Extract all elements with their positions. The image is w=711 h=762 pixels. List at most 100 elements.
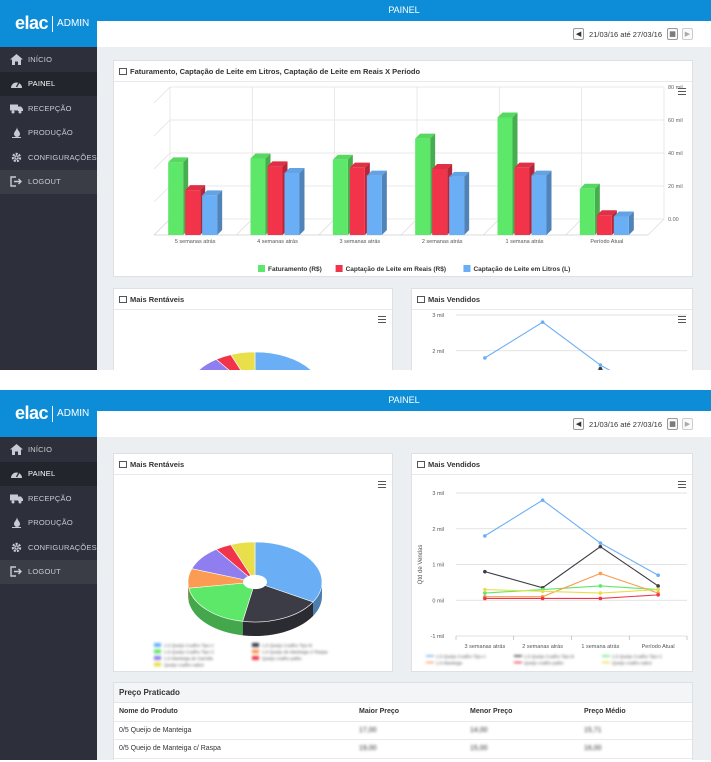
bar-top [579, 183, 600, 189]
vendidos-title: Mais Vendidos [428, 294, 481, 304]
line-chart: -1 mil 0 mil 1 mil 2 mil 3 mil 3 semanas atrá… [418, 491, 688, 666]
series-line [483, 498, 660, 578]
bar-front [168, 162, 184, 235]
table-row[interactable]: 0/5 Queijo de Manteiga c/ Raspa 19,00 15… [114, 740, 692, 759]
legend-swatch [154, 656, 161, 660]
sidebar-item-painel[interactable]: PAINEL [0, 461, 97, 486]
logo[interactable]: elac ADMIN [0, 0, 97, 47]
line-path [484, 588, 659, 594]
legend-label: Queijo coalho palito [524, 661, 564, 666]
line-point [656, 573, 660, 578]
sidebar-item-configuracoes[interactable]: CONFIGURAÇÕES [0, 145, 97, 170]
chart-menu-icon[interactable] [378, 481, 386, 488]
sidebar-item-logout[interactable]: LOGOUT [0, 169, 97, 194]
bar-front [284, 172, 300, 235]
vendidos-title: Mais Vendidos [428, 459, 481, 469]
y-tick-label: 1 mil [432, 563, 444, 569]
bar-top [185, 185, 206, 191]
sidebar-item-recepcao[interactable]: RECEPÇÃO [0, 486, 97, 511]
legend-swatch [252, 643, 259, 647]
chart-menu-icon[interactable] [678, 481, 686, 488]
legend-swatch [252, 649, 259, 654]
preco-title: Preço Praticado [114, 683, 692, 703]
sidebar-item-label: INÍCIO [28, 54, 53, 64]
legend-swatch [335, 265, 343, 272]
legend-label: 1.5 Queijo Coalho Tipo B [524, 654, 574, 659]
y-tick-label: 80 mil [668, 85, 683, 91]
bar-front [250, 158, 266, 235]
page-title: PAINEL [97, 390, 711, 411]
bar-front [613, 216, 629, 235]
sidebar: elac ADMIN INÍCIO PAINEL RECEPÇÃO PRODUÇÃO C… [0, 0, 97, 370]
bar-front [449, 176, 465, 235]
sidebar-item-producao[interactable]: PRODUÇÃO [0, 121, 97, 146]
gridline [153, 185, 171, 203]
bar-top [168, 157, 189, 163]
prev-period-button[interactable]: ◀ [573, 418, 585, 430]
line-point [483, 596, 487, 601]
pie-slice [230, 541, 256, 584]
sidebar-item-logout[interactable]: LOGOUT [0, 559, 97, 584]
sidebar-item-producao[interactable]: PRODUÇÃO [0, 511, 97, 536]
sidebar-item-painel[interactable]: PAINEL [0, 71, 97, 96]
bar-top [531, 170, 552, 176]
logo[interactable]: elac ADMIN [0, 390, 97, 437]
sidebar-item-recepcao[interactable]: RECEPÇÃO [0, 96, 97, 121]
sidebar-item-label: PRODUÇÃO [28, 518, 73, 528]
line-point [483, 356, 487, 360]
y-tick-label: 2 mil [432, 349, 444, 355]
line-point [483, 534, 487, 538]
line-point [656, 593, 660, 597]
chart-menu-icon[interactable] [678, 316, 686, 323]
x-tick-label: 2 semanas atrás [422, 239, 463, 245]
chart-menu-icon[interactable] [378, 316, 386, 323]
prev-period-button[interactable]: ◀ [573, 28, 585, 40]
sidebar-item-inicio[interactable]: INÍCIO [0, 437, 97, 462]
line-path [484, 585, 659, 594]
sidebar: elac ADMIN INÍCIO PAINEL RECEPÇÃO PRODUÇÃO C… [0, 390, 97, 760]
y-tick-label: 60 mil [668, 118, 683, 124]
line-point [540, 320, 545, 324]
next-period-button[interactable]: ▶ [682, 28, 693, 40]
bar-front [531, 175, 547, 235]
admin-label: ADMIN [57, 18, 90, 29]
line-path [484, 594, 659, 600]
x-tick-label: 2 semanas atrás [522, 644, 563, 650]
bar [349, 162, 370, 235]
pie-slice [254, 351, 312, 370]
main-chart-title: Faturamento, Captação de Leite em Litros… [130, 66, 421, 76]
x-tick-label: 1 semana atrás [581, 644, 619, 650]
y-tick-label: 40 mil [668, 151, 683, 157]
x-tick-label: 3 semanas atrás [339, 239, 380, 245]
min-price-cell: 14,00 [470, 726, 488, 734]
line-point [598, 541, 603, 545]
bar [613, 211, 634, 235]
pie-slice-side [242, 602, 314, 636]
bar-side [546, 170, 552, 235]
y-tick-label: 0 mil [432, 598, 444, 604]
calendar-icon[interactable]: ▦ [667, 28, 678, 40]
sidebar-item-inicio[interactable]: INÍCIO [0, 47, 97, 72]
bar-front [432, 169, 448, 235]
bar [497, 112, 518, 235]
chart-menu-icon[interactable] [678, 88, 686, 95]
gridline [236, 218, 253, 236]
min-price-cell: 15,00 [470, 745, 488, 753]
bar-top [366, 170, 387, 176]
sidebar-item-label: CONFIGURAÇÕES [28, 152, 97, 162]
bar-top [613, 211, 634, 217]
calendar-icon[interactable]: ▦ [667, 418, 678, 430]
table-row[interactable]: 0/5 Queijo de Manteiga 17,00 14,00 15,71 [114, 722, 692, 740]
line-point [598, 363, 603, 367]
legend-label: 1.5 Queijo Coalho Tipo B [262, 643, 312, 648]
bar-front [332, 159, 348, 235]
legend-label: 1.5 Manteiga de Garrafa [164, 656, 213, 661]
line-path [484, 545, 659, 589]
x-tick-label: Período Atual [590, 239, 623, 245]
sidebar-item-configuracoes[interactable]: CONFIGURAÇÕES [0, 535, 97, 560]
next-period-button[interactable]: ▶ [682, 418, 693, 430]
gear-icon [9, 151, 23, 163]
bar-front [514, 167, 530, 235]
